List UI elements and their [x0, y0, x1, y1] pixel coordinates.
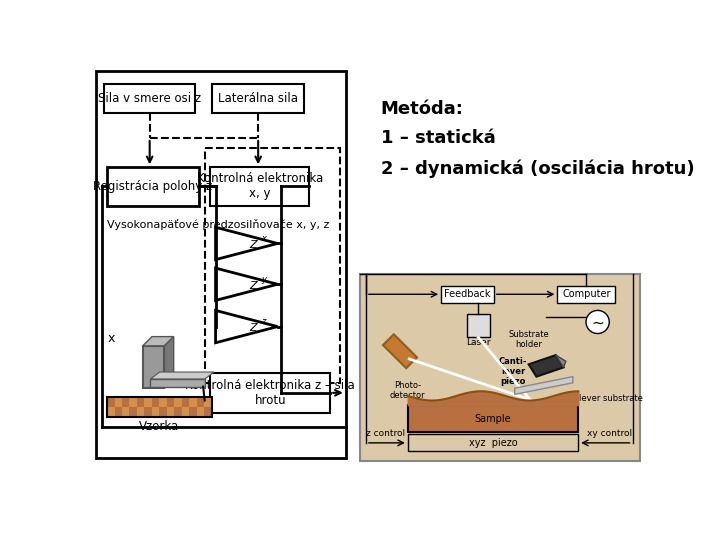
Text: Registrácia polohy z: Registrácia polohy z [93, 180, 212, 193]
Bar [145, 408, 152, 417]
Text: Computer: Computer [562, 289, 611, 299]
Bar [174, 397, 181, 408]
Polygon shape [164, 336, 174, 388]
Text: ~: ~ [591, 315, 604, 330]
Bar [137, 397, 145, 408]
Bar [107, 397, 114, 408]
Bar [557, 286, 616, 303]
Text: Substrate
holder: Substrate holder [508, 330, 549, 349]
Text: Feedback: Feedback [444, 289, 490, 299]
Bar [114, 397, 122, 408]
Bar [181, 408, 189, 417]
Text: Laterálna sila: Laterálna sila [218, 92, 298, 105]
Bar [210, 373, 330, 413]
Text: z control: z control [366, 429, 405, 438]
Bar [107, 408, 114, 417]
Text: Kontrolná elektronika
x, y: Kontrolná elektronika x, y [197, 172, 323, 200]
Polygon shape [383, 334, 417, 368]
Text: Kontrolná elektronika z – sila
hrotu: Kontrolná elektronika z – sila hrotu [185, 379, 355, 407]
Text: Sample: Sample [474, 414, 511, 423]
Bar [360, 274, 640, 461]
Polygon shape [143, 336, 174, 346]
Text: Z: Z [249, 240, 256, 250]
Text: Z: Z [249, 323, 256, 333]
Polygon shape [150, 379, 204, 387]
Bar [204, 408, 212, 417]
Bar [212, 84, 304, 113]
Bar [189, 408, 197, 417]
Text: Z: Z [249, 281, 256, 291]
Bar [181, 397, 189, 408]
Bar [167, 397, 174, 408]
Text: y: y [261, 275, 266, 284]
Bar [114, 408, 122, 417]
Bar [408, 405, 578, 432]
Text: xy control: xy control [588, 429, 632, 438]
Polygon shape [515, 377, 573, 394]
Bar [130, 397, 137, 408]
Bar [189, 397, 197, 408]
Bar [197, 408, 204, 417]
Text: Canti-
lever
piezo: Canti- lever piezo [499, 356, 528, 387]
Text: Photo-
detector: Photo- detector [390, 381, 426, 400]
Polygon shape [528, 355, 564, 377]
Bar [204, 397, 212, 408]
Bar [122, 397, 130, 408]
Text: Metóda:: Metóda: [381, 100, 464, 118]
Text: Sila v smere osi z: Sila v smere osi z [98, 92, 201, 105]
Text: Vysokonapäťové predzosilňovače x, y, z: Vysokonapäťové predzosilňovače x, y, z [107, 219, 330, 230]
Text: xyz  piezo: xyz piezo [469, 438, 517, 448]
Bar [159, 397, 167, 408]
Bar [104, 84, 195, 113]
Bar [130, 408, 137, 417]
Text: 1 – statická: 1 – statická [381, 129, 495, 147]
Bar [145, 397, 152, 408]
Bar [122, 408, 130, 417]
Bar [441, 286, 494, 303]
Bar [408, 434, 578, 451]
Bar [197, 397, 204, 408]
Bar [152, 408, 159, 417]
Text: Cantilever substrate: Cantilever substrate [557, 394, 643, 403]
Bar [210, 167, 310, 206]
Bar [137, 408, 145, 417]
Bar [167, 408, 174, 417]
Bar [174, 408, 181, 417]
Text: z: z [261, 318, 266, 327]
Bar [467, 314, 490, 338]
Text: x: x [261, 234, 266, 244]
Text: Laser: Laser [466, 338, 490, 347]
Bar [107, 397, 212, 417]
Bar [152, 397, 159, 408]
Bar [204, 148, 341, 383]
Polygon shape [143, 346, 164, 388]
Text: 2 – dynamická (oscilácia hrotu): 2 – dynamická (oscilácia hrotu) [381, 159, 694, 178]
Polygon shape [556, 355, 566, 367]
Bar [159, 408, 167, 417]
Bar [96, 71, 346, 457]
Text: Vzorka: Vzorka [139, 420, 179, 433]
Text: x: x [108, 332, 115, 345]
Circle shape [586, 310, 609, 334]
Bar [107, 167, 199, 206]
Polygon shape [150, 372, 214, 379]
